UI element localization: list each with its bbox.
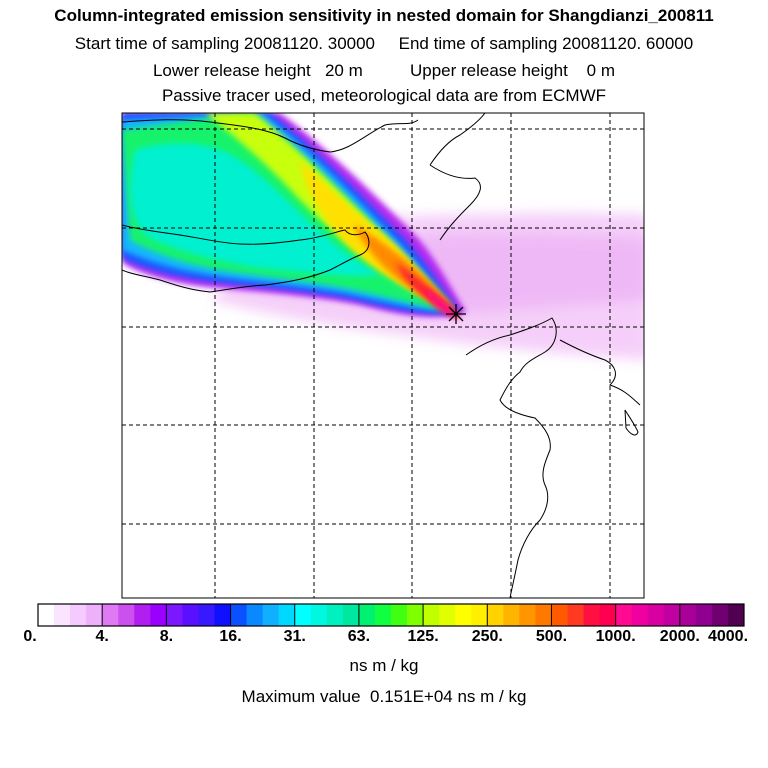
colorbar-cell [551, 604, 568, 626]
colorbar-tick-label: 500. [535, 628, 568, 645]
map-area [122, 113, 644, 598]
sampling-time-line: Start time of sampling 20081120. 30000 E… [74, 34, 694, 53]
colorbar-tick-label: 8. [159, 628, 174, 645]
plume-faint-east-inner [420, 233, 644, 315]
colorbar-cell [455, 604, 472, 626]
colorbar-cell [615, 604, 633, 626]
colorbar-cell [262, 604, 280, 626]
colorbar-cell [198, 604, 215, 626]
coastline-peninsula [559, 339, 641, 406]
colorbar-cell [150, 604, 167, 626]
colorbar-cell [182, 604, 199, 626]
coastline-island [624, 409, 639, 436]
colorbar-cell [519, 604, 536, 626]
colorbar-cell [134, 604, 151, 626]
colorbar-tick-label: 16. [219, 628, 242, 645]
colorbar-cell [118, 604, 135, 626]
colorbar-cell [631, 604, 649, 626]
colorbar-cell [471, 604, 488, 626]
colorbar-tick-label: 1000. [595, 628, 636, 645]
colorbar-cell [407, 604, 424, 626]
colorbar-cell [214, 604, 231, 626]
colorbar-cell [374, 604, 392, 626]
coastline-bay [465, 317, 557, 598]
colorbar-cell [294, 604, 312, 626]
colorbar-cell [391, 604, 408, 626]
colorbar-cell [358, 604, 376, 626]
colorbar-tick-label: 31. [283, 628, 306, 645]
colorbar-cell [310, 604, 328, 626]
colorbar-cell [230, 604, 247, 626]
colorbar-cell [503, 604, 520, 626]
plume-cyan-core [130, 143, 380, 276]
plume-magenta-core [425, 288, 458, 317]
coastline-northeast [429, 113, 486, 241]
chart-title: Column-integrated emission sensitivity i… [54, 6, 714, 25]
colorbar-tick-label: 63. [347, 628, 371, 645]
colorbar-cell [326, 604, 344, 626]
colorbar-cell [54, 604, 71, 626]
receptor-marker [446, 304, 466, 324]
colorbar-cell [711, 604, 729, 626]
colorbar-cell [102, 604, 119, 626]
colorbar-cell [487, 604, 504, 626]
colorbar-cell [342, 604, 360, 626]
colorbar-cell [727, 604, 745, 626]
colorbar-tick-label: 4000. [707, 628, 749, 645]
colorbar-cell [663, 604, 681, 626]
colorbar-tick-label: 125. [407, 628, 439, 645]
grid-lines [122, 113, 644, 598]
colorbar-tick-label: 250. [471, 628, 503, 645]
colorbar-cell [439, 604, 456, 626]
colorbar-cell [679, 604, 697, 626]
colorbar-cell [583, 604, 600, 626]
colorbar [38, 604, 745, 626]
coastlines [122, 113, 641, 598]
colorbar-tick-label: 4. [95, 628, 109, 645]
colorbar-cell [38, 604, 55, 626]
colorbar-cell [567, 604, 584, 626]
colorbar-cell [599, 604, 617, 626]
colorbar-cell [647, 604, 665, 626]
colorbar-cell [70, 604, 87, 626]
colorbar-cell [246, 604, 264, 626]
colorbar-separators [101, 604, 681, 626]
map-frame [121, 112, 645, 599]
border-middle [122, 224, 370, 293]
colorbar-frame [37, 603, 745, 627]
colorbar-cell [86, 604, 103, 626]
colorbar-cell [535, 604, 552, 626]
coastline-north [122, 119, 419, 153]
colorbar-tick-label: 0. [23, 628, 37, 645]
colorbar-cell [166, 604, 183, 626]
colorbar-cell [695, 604, 713, 626]
maximum-value-line: Maximum value 0.151E+04 ns m / kg [241, 687, 527, 706]
colorbar-cell [278, 604, 296, 626]
colorbar-tick-label: 2000. [659, 628, 700, 645]
colorbar-units: ns m / kg [349, 656, 419, 675]
tracer-info-line: Passive tracer used, meteorological data… [161, 86, 607, 105]
colorbar-cell [423, 604, 440, 626]
release-height-line: Lower release height 20 m Upper release … [152, 61, 616, 80]
